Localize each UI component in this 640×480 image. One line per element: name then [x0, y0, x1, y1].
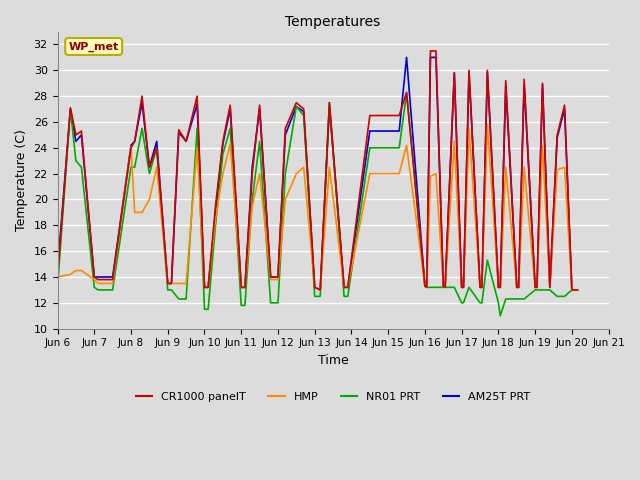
CR1000 panelT: [94, 276, 102, 282]
CR1000 panelT: [546, 285, 554, 290]
NR01 PRT: [94, 287, 102, 293]
AM25T PRT: [94, 274, 102, 280]
CR1000 panelT: [54, 274, 61, 280]
NR01 PRT: [274, 300, 282, 306]
HMP: [484, 122, 492, 128]
Line: HMP: HMP: [58, 125, 577, 290]
HMP: [316, 287, 324, 293]
NR01 PRT: [546, 287, 554, 293]
CR1000 panelT: [300, 106, 308, 112]
Text: WP_met: WP_met: [68, 41, 119, 52]
NR01 PRT: [403, 91, 410, 96]
HMP: [573, 287, 581, 293]
AM25T PRT: [274, 274, 282, 280]
HMP: [478, 285, 486, 290]
Legend: CR1000 panelT, HMP, NR01 PRT, AM25T PRT: CR1000 panelT, HMP, NR01 PRT, AM25T PRT: [131, 387, 535, 406]
HMP: [300, 164, 308, 170]
NR01 PRT: [497, 313, 504, 319]
AM25T PRT: [573, 287, 581, 293]
AM25T PRT: [403, 55, 410, 60]
AM25T PRT: [300, 109, 308, 115]
NR01 PRT: [131, 164, 138, 170]
HMP: [274, 276, 282, 282]
NR01 PRT: [300, 113, 308, 119]
CR1000 panelT: [316, 287, 324, 293]
AM25T PRT: [484, 70, 492, 76]
AM25T PRT: [546, 285, 554, 290]
AM25T PRT: [131, 138, 138, 144]
AM25T PRT: [54, 268, 61, 274]
Line: AM25T PRT: AM25T PRT: [58, 58, 577, 290]
CR1000 panelT: [427, 48, 435, 54]
HMP: [546, 285, 554, 290]
CR1000 panelT: [484, 67, 492, 73]
NR01 PRT: [478, 300, 486, 306]
NR01 PRT: [573, 287, 581, 293]
Y-axis label: Temperature (C): Temperature (C): [15, 129, 28, 231]
NR01 PRT: [54, 285, 61, 290]
Title: Temperatures: Temperatures: [285, 15, 381, 29]
CR1000 panelT: [573, 287, 581, 293]
HMP: [94, 281, 102, 287]
Line: CR1000 panelT: CR1000 panelT: [58, 51, 577, 290]
AM25T PRT: [316, 287, 324, 293]
HMP: [131, 210, 138, 216]
X-axis label: Time: Time: [317, 354, 348, 367]
CR1000 panelT: [274, 274, 282, 280]
HMP: [54, 274, 61, 280]
Line: NR01 PRT: NR01 PRT: [58, 94, 577, 316]
CR1000 panelT: [131, 138, 138, 144]
